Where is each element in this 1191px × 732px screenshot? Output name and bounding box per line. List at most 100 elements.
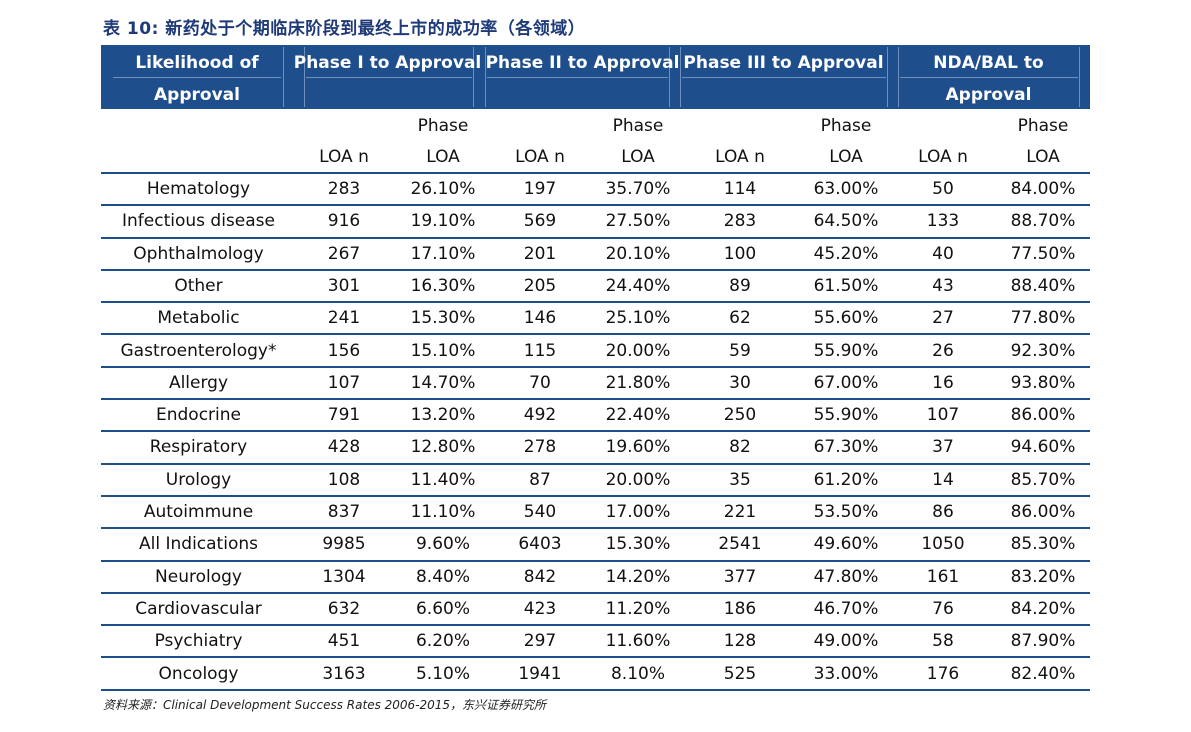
cell-phase2-n: 115 [523, 340, 557, 361]
cell-phase3-n: 128 [723, 631, 757, 652]
cell-phase1-n: 916 [327, 211, 361, 232]
cell-phase2-loa: 20.00% [605, 340, 671, 361]
cell-nda-loa: 88.40% [1010, 275, 1076, 296]
cell-phase1-loa: 6.20% [415, 631, 470, 652]
subheader-rule [101, 172, 1090, 174]
cell-nda-n: 176 [926, 663, 960, 684]
cell-area: Urology [165, 469, 232, 490]
cell-phase3-n: 59 [729, 340, 751, 361]
cell-phase3-n: 250 [723, 405, 757, 426]
cell-phase3-loa: 55.90% [813, 340, 879, 361]
cell-phase2-loa: 15.30% [605, 534, 671, 555]
cell-nda-n: 26 [932, 340, 954, 361]
cell-nda-n: 76 [932, 598, 954, 619]
cell-nda-n: 50 [932, 179, 954, 199]
cell-phase1-n: 241 [327, 308, 361, 329]
cell-phase3-loa: 55.60% [813, 308, 879, 329]
cell-phase3-loa: 49.60% [813, 534, 879, 555]
table-header: Likelihood of Approval Phase I to Approv… [101, 45, 1090, 109]
cell-phase1-loa: 14.70% [410, 372, 476, 393]
cell-phase2-loa: 20.00% [605, 469, 671, 490]
subhdr-loa-n-3: LOA n [715, 147, 765, 167]
table-row: All Indications 9985 9.60% 6403 15.30% 2541 49… [101, 529, 1090, 562]
cell-phase3-n: 2541 [718, 534, 762, 555]
header-likelihood-line1: Likelihood of [135, 53, 259, 73]
cell-phase1-n: 1304 [322, 566, 366, 587]
cell-nda-loa: 83.20% [1010, 566, 1076, 587]
subhdr-phase-1: Phase [417, 116, 469, 136]
cell-phase1-loa: 11.10% [410, 502, 476, 522]
cell-phase3-loa: 67.30% [813, 437, 879, 458]
cell-phase2-loa: 25.10% [605, 308, 671, 329]
cell-phase1-loa: 17.10% [410, 243, 476, 264]
cell-nda-loa: 77.50% [1010, 243, 1076, 264]
cell-phase1-n: 451 [327, 631, 361, 652]
cell-nda-n: 107 [926, 405, 960, 426]
cell-nda-loa: 92.30% [1010, 340, 1076, 361]
cell-area: All Indications [139, 534, 258, 555]
cell-phase2-loa: 14.20% [605, 566, 671, 587]
cell-nda-n: 43 [932, 275, 954, 296]
table-row: Hematology 283 26.10% 197 35.70% 114 63.00% 50 8… [101, 174, 1090, 207]
cell-phase2-n: 87 [529, 469, 551, 490]
cell-nda-n: 37 [932, 437, 954, 458]
cell-phase1-loa: 8.40% [415, 566, 470, 587]
cell-area: Other [174, 275, 223, 296]
cell-area: Allergy [168, 372, 229, 393]
cell-phase2-loa: 24.40% [605, 275, 671, 296]
cell-phase3-loa: 47.80% [813, 566, 879, 587]
cell-area: Neurology [155, 566, 242, 587]
cell-phase1-loa: 12.80% [410, 437, 476, 458]
cell-phase3-n: 186 [723, 598, 757, 619]
cell-phase1-loa: 6.60% [415, 598, 470, 619]
cell-nda-loa: 85.30% [1010, 534, 1076, 555]
subhdr-phase-4: Phase [1017, 116, 1069, 136]
cell-phase2-loa: 17.00% [605, 502, 671, 522]
cell-phase3-loa: 61.20% [813, 469, 879, 490]
cell-area: Psychiatry [154, 631, 243, 652]
cell-nda-n: 40 [932, 243, 954, 264]
header-nda-line2: Approval [945, 85, 1032, 105]
cell-phase3-loa: 67.00% [813, 372, 879, 393]
cell-phase1-loa: 5.10% [415, 663, 470, 684]
cell-nda-loa: 86.00% [1010, 405, 1076, 426]
cell-phase3-n: 30 [729, 372, 751, 393]
table-row: Metabolic 241 15.30% 146 25.10% 62 55.60% 27 77.… [101, 303, 1090, 336]
cell-phase2-n: 197 [523, 179, 557, 199]
cell-area: Cardiovascular [135, 598, 262, 619]
cell-phase2-n: 201 [523, 243, 557, 264]
cell-phase1-loa: 19.10% [410, 211, 476, 232]
cell-phase3-loa: 53.50% [813, 502, 879, 522]
cell-nda-loa: 88.70% [1010, 211, 1076, 232]
table-row: Urology 108 11.40% 87 20.00% 35 61.20% 14 85.70% [101, 465, 1090, 497]
cell-area: Oncology [158, 663, 239, 684]
cell-nda-loa: 84.20% [1010, 598, 1076, 619]
source-note: 资料来源：Clinical Development Success Rates … [103, 698, 547, 712]
cell-phase3-n: 114 [723, 179, 757, 199]
cell-phase1-loa: 11.40% [410, 469, 476, 490]
cell-phase1-n: 267 [327, 243, 361, 264]
cell-phase2-loa: 21.80% [605, 372, 671, 393]
header-phase1: Phase I to Approval [293, 53, 482, 73]
cell-phase1-loa: 13.20% [410, 405, 476, 426]
cell-phase1-n: 791 [327, 405, 361, 426]
cell-nda-n: 133 [926, 211, 960, 232]
cell-phase2-loa: 35.70% [605, 179, 671, 199]
cell-phase3-loa: 63.00% [813, 179, 879, 199]
cell-phase3-loa: 55.90% [813, 405, 879, 426]
cell-phase2-n: 842 [523, 566, 557, 587]
subhdr-loa-3: LOA [829, 147, 863, 167]
cell-nda-n: 86 [932, 502, 954, 522]
cell-phase3-n: 525 [723, 663, 757, 684]
table-row: Infectious disease 916 19.10% 569 27.50% 283 6… [101, 206, 1090, 239]
subhdr-loa-1: LOA [426, 147, 460, 167]
cell-phase2-n: 423 [523, 598, 557, 619]
cell-area: Respiratory [149, 437, 248, 458]
cell-phase3-loa: 49.00% [813, 631, 879, 652]
cell-nda-loa: 77.80% [1010, 308, 1076, 329]
cell-phase3-n: 221 [723, 502, 757, 522]
cell-phase3-n: 283 [723, 211, 757, 232]
cell-nda-loa: 85.70% [1010, 469, 1076, 490]
cell-phase2-n: 6403 [518, 534, 562, 555]
subhdr-phase-3: Phase [820, 116, 872, 136]
